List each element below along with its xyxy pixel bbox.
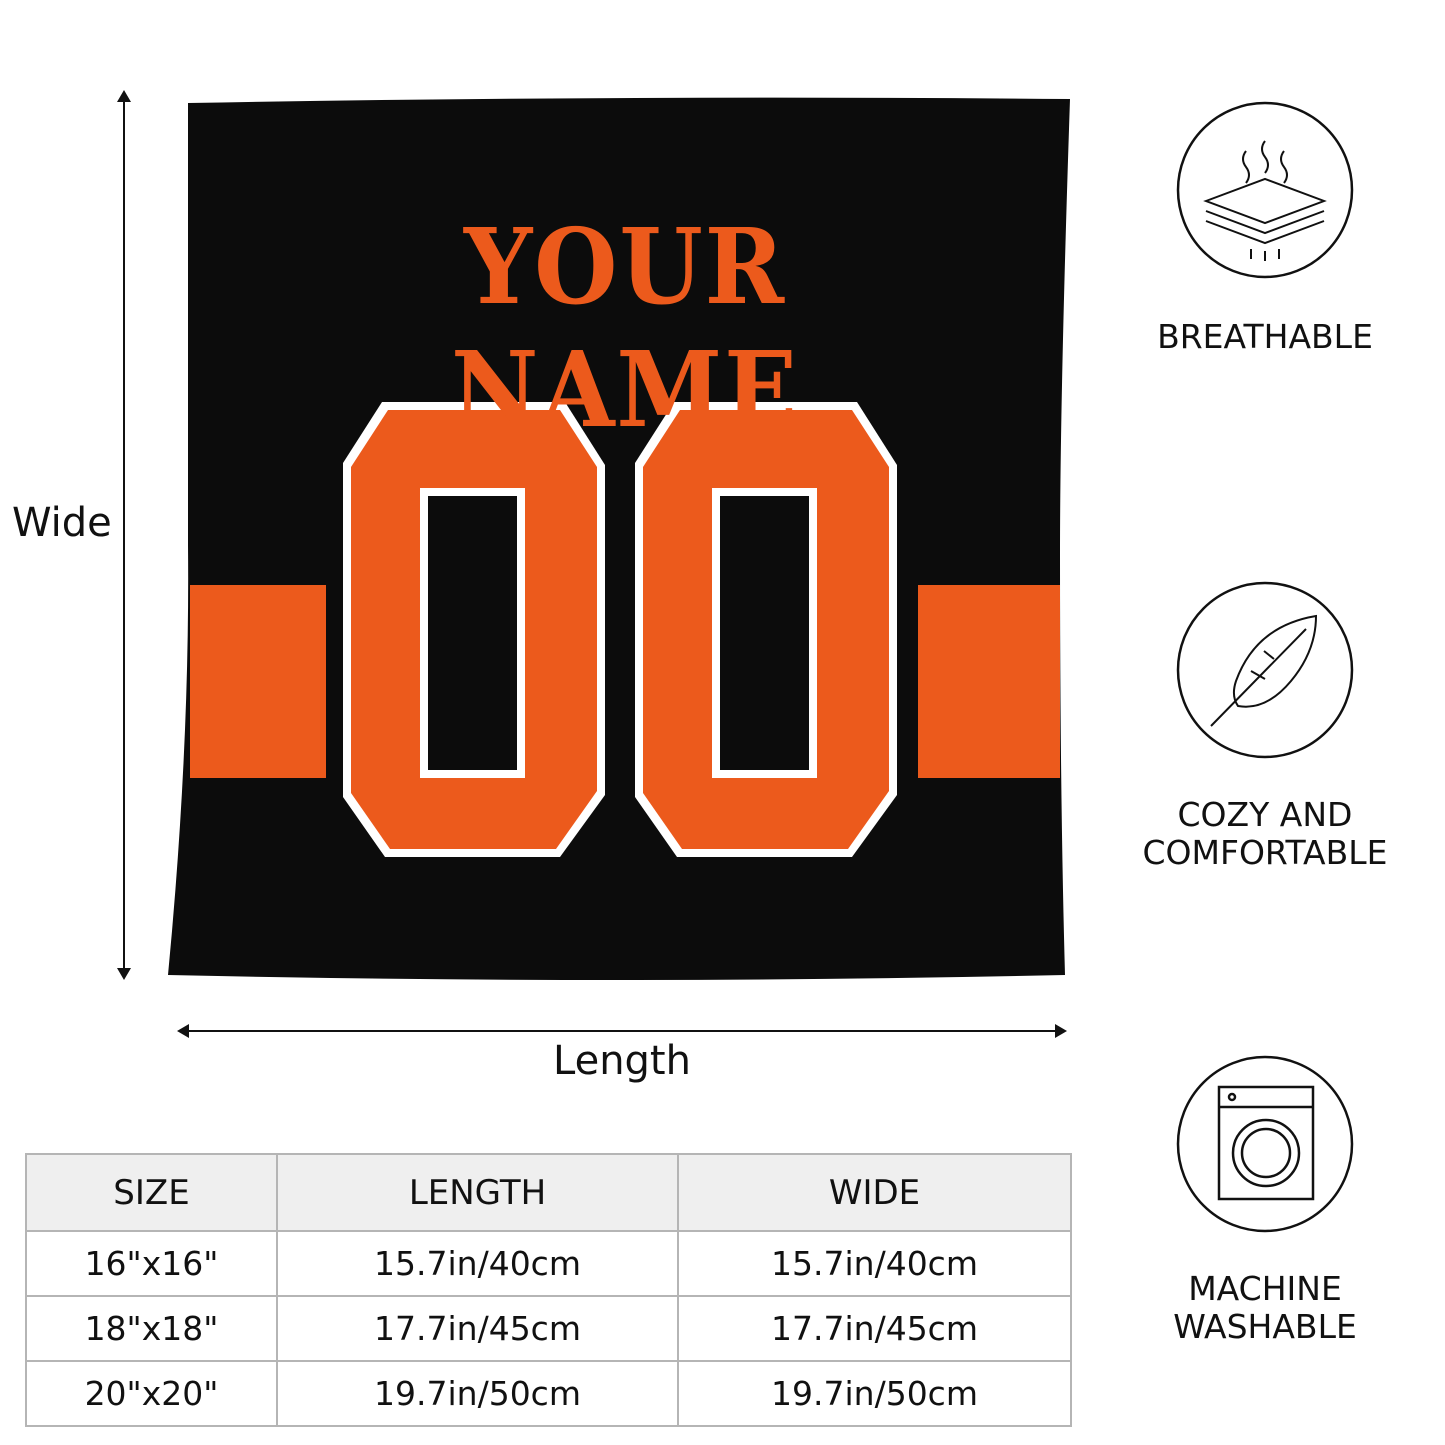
header-length: LENGTH bbox=[276, 1153, 679, 1232]
pillow-image bbox=[168, 97, 1070, 980]
feature-label-line: COMFORTABLE bbox=[1142, 833, 1388, 872]
feature-label-line: MACHINE bbox=[1188, 1269, 1342, 1308]
header-wide: WIDE bbox=[677, 1153, 1072, 1232]
feature-label-line: WASHABLE bbox=[1173, 1307, 1357, 1346]
feature-label-cozy: COZY AND COMFORTABLE bbox=[1115, 796, 1415, 872]
cell-length: 19.7in/50cm bbox=[276, 1360, 679, 1427]
feature-label-line: COZY AND bbox=[1177, 795, 1353, 834]
number-digit-left bbox=[343, 402, 605, 857]
cell-wide: 19.7in/50cm bbox=[677, 1360, 1072, 1427]
cell-wide: 15.7in/40cm bbox=[677, 1230, 1072, 1297]
stripe-left bbox=[190, 585, 326, 778]
height-arrow bbox=[117, 90, 131, 980]
cell-length: 17.7in/45cm bbox=[276, 1295, 679, 1362]
table-row: 18"x18" 17.7in/45cm 17.7in/45cm bbox=[25, 1295, 1072, 1362]
cell-size: 18"x18" bbox=[25, 1295, 278, 1362]
feature-label-breathable: BREATHABLE bbox=[1157, 317, 1373, 356]
washing-machine-icon bbox=[1176, 1055, 1354, 1233]
cell-length: 15.7in/40cm bbox=[276, 1230, 679, 1297]
width-arrow bbox=[177, 1024, 1067, 1038]
cell-size: 20"x20" bbox=[25, 1360, 278, 1427]
feature-label-washable: MACHINE WASHABLE bbox=[1115, 1270, 1415, 1346]
pillow-name-text: YOUR NAME bbox=[451, 205, 799, 451]
table-row: 16"x16" 15.7in/40cm 15.7in/40cm bbox=[25, 1230, 1072, 1297]
feather-icon bbox=[1176, 581, 1354, 759]
cell-wide: 17.7in/45cm bbox=[677, 1295, 1072, 1362]
breathable-layers-icon bbox=[1176, 101, 1354, 279]
header-size: SIZE bbox=[25, 1153, 278, 1232]
table-row: 20"x20" 19.7in/50cm 19.7in/50cm bbox=[25, 1360, 1072, 1427]
height-label: Wide bbox=[12, 500, 112, 546]
table-header-row: SIZE LENGTH WIDE bbox=[25, 1153, 1072, 1232]
number-digit-right bbox=[635, 402, 897, 857]
size-table: SIZE LENGTH WIDE 16"x16" 15.7in/40cm 15.… bbox=[25, 1153, 1072, 1427]
cell-size: 16"x16" bbox=[25, 1230, 278, 1297]
width-label: Length bbox=[553, 1038, 691, 1084]
stripe-right bbox=[918, 585, 1060, 778]
